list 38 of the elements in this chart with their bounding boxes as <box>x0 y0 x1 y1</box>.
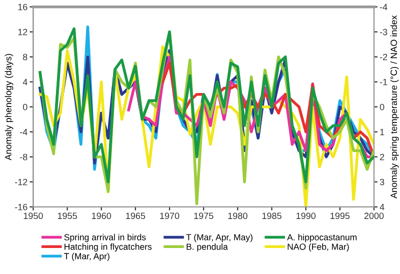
legend-label: T (Mar, Apr) <box>64 252 110 262</box>
x-tick-label: 1970 <box>160 212 180 220</box>
y2-tick-label: 2 <box>380 154 384 160</box>
x-tick-label: 1960 <box>92 212 112 220</box>
y-tick-label: -12 <box>15 178 28 186</box>
legend-label: B. pendula <box>186 243 228 252</box>
y-tick-label: 0 <box>22 104 28 110</box>
y2-tick-label: -4 <box>380 4 388 10</box>
y-tick-label: 4 <box>22 78 28 86</box>
x-tick-label: 1950 <box>24 212 43 220</box>
y2-axis-title: Anomaly spring temperature (°C) / NAO index <box>390 15 399 198</box>
x-tick-label: 1975 <box>194 212 214 220</box>
x-tick-label: 2000 <box>364 212 384 220</box>
y2-tick-label: 4 <box>380 204 384 210</box>
legend-label: Hatching in flycatchers <box>64 243 152 252</box>
y2-tick-label: 1 <box>380 128 384 136</box>
y2-tick-label: -3 <box>380 28 388 36</box>
legend-label: T (Mar, Apr, May) <box>186 234 252 242</box>
y-tick-label: -8 <box>20 154 28 160</box>
legend-label: Spring arrival in birds <box>64 234 146 242</box>
y-tick-label: -16 <box>15 204 28 210</box>
y2-tick-label: -1 <box>380 78 388 86</box>
y2-tick-label: 3 <box>380 178 384 186</box>
y-axis-title: Anomaly phenology (days) <box>4 54 14 160</box>
x-tick-label: 1955 <box>58 212 77 220</box>
y-tick-label: 8 <box>23 54 28 60</box>
x-tick-label: 1980 <box>228 212 248 220</box>
x-tick-label: 1965 <box>126 212 146 220</box>
y2-tick-label: 0 <box>380 104 384 110</box>
x-tick-label: 1990 <box>296 212 316 220</box>
x-tick-label: 1985 <box>262 212 282 220</box>
y-tick-label: 16 <box>18 4 28 10</box>
legend-label: A. hippocastanum <box>287 234 357 242</box>
y-tick-label: -4 <box>20 128 28 136</box>
x-tick-label: 1995 <box>330 212 350 220</box>
legend-label: NAO (Feb, Mar) <box>288 243 349 252</box>
y-tick-label: 12 <box>18 28 28 36</box>
y2-tick-label: -2 <box>380 54 388 60</box>
